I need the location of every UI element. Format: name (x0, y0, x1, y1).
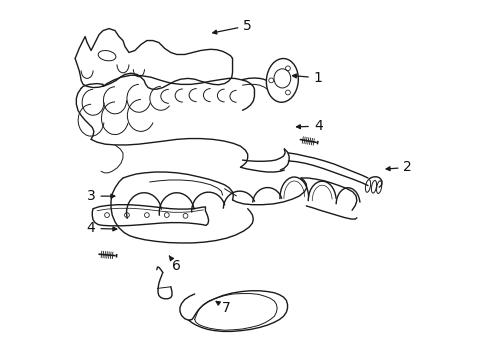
Text: 4: 4 (86, 221, 117, 235)
Text: 2: 2 (386, 161, 411, 175)
Text: 1: 1 (292, 71, 322, 85)
Text: 5: 5 (212, 19, 251, 34)
Text: 6: 6 (169, 256, 181, 273)
Text: 4: 4 (296, 119, 322, 133)
Text: 3: 3 (86, 189, 115, 203)
Text: 7: 7 (216, 301, 230, 315)
